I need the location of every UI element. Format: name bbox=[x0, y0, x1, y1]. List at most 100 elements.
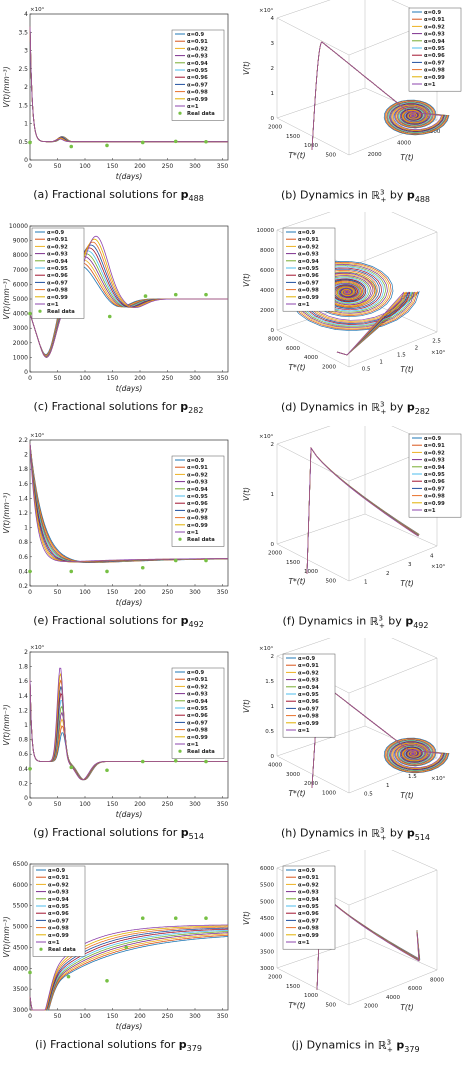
x-tick-label: 0.5 bbox=[364, 792, 373, 798]
real-data-point bbox=[204, 292, 208, 297]
legend-label: α=0.96 bbox=[187, 75, 208, 81]
legend-label: α=0.94 bbox=[48, 897, 69, 903]
z-axis-label: V(t) bbox=[242, 699, 251, 713]
z-tick-label: 2 bbox=[271, 654, 275, 660]
legend-label: α=0.92 bbox=[298, 244, 319, 250]
x-tick-label: 200 bbox=[134, 801, 146, 808]
legend-label: α=1 bbox=[47, 302, 59, 308]
x-tick-label: 300 bbox=[189, 801, 201, 808]
y-tick-label: 0.5 bbox=[18, 139, 28, 146]
real-data-point bbox=[28, 140, 32, 145]
param-subscript: 282 bbox=[414, 406, 431, 416]
box-edge bbox=[276, 87, 366, 119]
param-symbol: p bbox=[180, 188, 189, 201]
y-axis-label: T*(t) bbox=[288, 363, 305, 372]
y-tick-label: 3000 bbox=[13, 1007, 28, 1014]
series-line bbox=[29, 925, 228, 1011]
legend-label: α=0.93 bbox=[298, 678, 319, 684]
x-tick-label: 150 bbox=[107, 589, 119, 596]
caption-mid: by bbox=[384, 614, 406, 628]
legend-label: α=0.98 bbox=[187, 728, 208, 734]
legend-label: α=0.98 bbox=[424, 68, 445, 74]
caption-text: (e) Fractional solutions for bbox=[33, 614, 181, 627]
x-tick-label: 350 bbox=[217, 589, 229, 596]
x-tick-label: 100 bbox=[79, 1013, 91, 1020]
trajectory-line bbox=[306, 446, 419, 575]
y-axis-label: V(t)(mm⁻³) bbox=[2, 704, 11, 745]
x-tick-label: 0 bbox=[28, 801, 32, 808]
x-tick-label: 300 bbox=[189, 589, 201, 596]
y-tick-label: 1.6 bbox=[18, 678, 28, 685]
y-tick-label: 1 bbox=[24, 722, 28, 729]
z-tick-label: 2 bbox=[271, 66, 275, 72]
caption-h: (h) Dynamics in ℝ3+ by p514 bbox=[237, 826, 474, 842]
legend-label: α=0.91 bbox=[424, 17, 445, 23]
z-tick-label: 4 bbox=[271, 16, 275, 22]
y-axis-label: V(t)(mm⁻³) bbox=[2, 916, 11, 957]
z-tick-label: 0 bbox=[271, 328, 275, 334]
series-line bbox=[29, 927, 229, 1011]
param-subscript: 492 bbox=[188, 620, 204, 630]
y-tick-label: 1000 bbox=[304, 143, 318, 149]
legend-box bbox=[282, 653, 336, 738]
y-tick-label: 7000 bbox=[13, 267, 28, 274]
legend-label: α=0.99 bbox=[298, 721, 319, 727]
y-tick-label: 1.5 bbox=[18, 102, 28, 109]
y-axis-label: V(t)(mm⁻³) bbox=[2, 492, 11, 533]
real-data-point bbox=[204, 759, 208, 764]
param-subscript: 514 bbox=[414, 832, 431, 842]
box-edge bbox=[276, 513, 366, 545]
y-tick-label: 1.6 bbox=[18, 481, 28, 488]
real-data-point bbox=[69, 569, 74, 574]
z-tick-label: 5500 bbox=[260, 883, 274, 889]
real-data-point bbox=[105, 143, 109, 148]
box-edge bbox=[276, 937, 366, 969]
y-exponent: ×10⁴ bbox=[30, 432, 45, 439]
legend-label: α=1 bbox=[424, 508, 436, 514]
chart-i: 0 50 100 150 200 250 300 350 3000 3500 4000 4500 500… bbox=[2, 861, 229, 1031]
z-tick-label: 3500 bbox=[260, 949, 274, 955]
legend-label: α=0.9 bbox=[187, 32, 204, 38]
z-exponent: ×10⁴ bbox=[259, 433, 274, 440]
y-tick-label: 10000 bbox=[9, 223, 28, 230]
series-line bbox=[29, 667, 228, 781]
y-axis-label: V(t)(mm⁻³) bbox=[2, 278, 11, 319]
legend-label: α=0.92 bbox=[47, 244, 68, 250]
param-symbol: p bbox=[178, 1038, 187, 1051]
legend-label: α=0.97 bbox=[187, 508, 208, 514]
z-axis-label: V(t) bbox=[242, 487, 251, 501]
real-data-point bbox=[173, 916, 178, 921]
real-data-point bbox=[140, 916, 145, 921]
x-tick-label: 0 bbox=[28, 163, 32, 170]
caption-j: (j) Dynamics in ℝ3+ p379 bbox=[237, 1038, 474, 1054]
y-tick-label: 1500 bbox=[286, 984, 300, 990]
legend-label: α=0.95 bbox=[187, 706, 208, 712]
z-tick-label: 0 bbox=[271, 542, 275, 548]
y-tick-label: 4000 bbox=[304, 355, 318, 361]
legend-box bbox=[171, 455, 225, 547]
x-tick-label: 0 bbox=[28, 1013, 32, 1020]
real-data-point bbox=[105, 768, 109, 773]
param-subscript: 488 bbox=[188, 194, 204, 204]
y-tick-label: 1 bbox=[24, 525, 28, 532]
x-axis-label: t(days) bbox=[116, 172, 143, 181]
legend-label: α=1 bbox=[424, 82, 436, 88]
z-tick-label: 3 bbox=[271, 41, 275, 47]
real-data-point bbox=[28, 970, 32, 975]
x-tick-label: 4000 bbox=[386, 995, 400, 1001]
y-tick-label: 1.8 bbox=[18, 466, 28, 473]
x-tick-label: 2 bbox=[415, 346, 419, 352]
real-data-point bbox=[69, 765, 74, 770]
z-tick-label: 10000 bbox=[257, 228, 275, 234]
legend-label: α=0.95 bbox=[298, 266, 319, 272]
legend-label: α=0.96 bbox=[424, 53, 445, 59]
legend-label: α=0.96 bbox=[48, 911, 69, 917]
x-axis-label: T(t) bbox=[400, 365, 413, 374]
x-exponent: ×10⁴ bbox=[431, 349, 446, 356]
x-tick-label: 4 bbox=[430, 553, 434, 559]
x-tick-label: 8000 bbox=[430, 977, 444, 983]
box-edge bbox=[276, 443, 350, 482]
legend-label: α=0.98 bbox=[187, 90, 208, 96]
legend-label: α=0.97 bbox=[298, 706, 319, 712]
box-edge bbox=[391, 212, 438, 233]
